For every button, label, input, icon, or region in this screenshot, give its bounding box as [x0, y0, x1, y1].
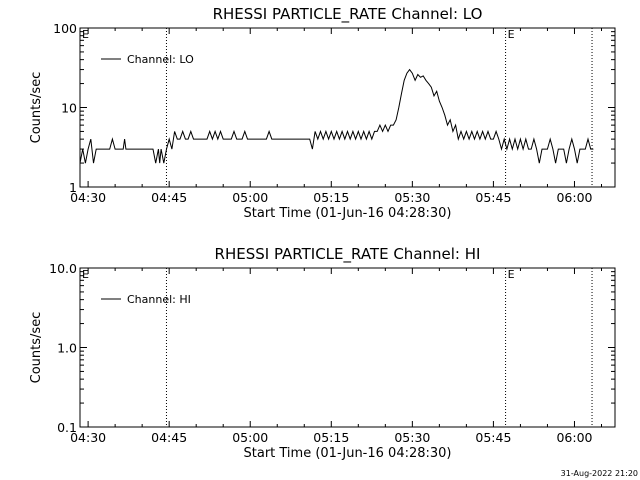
- y-axis-label: Counts/sec: [29, 312, 44, 384]
- start-marker-label: E: [82, 268, 89, 281]
- x-tick-label: 05:45: [475, 430, 511, 445]
- y-tick-label: 1.0: [57, 341, 77, 356]
- series-line: [79, 68, 594, 164]
- start-marker-label: E: [82, 28, 89, 41]
- legend-label: Channel: HI: [127, 293, 191, 306]
- y-tick-label: 0.1: [57, 420, 77, 435]
- plot-frame: [79, 267, 616, 428]
- x-tick-label: 05:30: [394, 190, 430, 205]
- x-axis-label: Start Time (01-Jun-16 04:28:30): [244, 446, 452, 461]
- x-tick-label: 04:45: [151, 430, 187, 445]
- y-tick-label: 100: [53, 21, 77, 36]
- x-tick-label: 04:30: [70, 190, 106, 205]
- x-tick-label: 05:15: [313, 190, 349, 205]
- x-tick-label: 05:45: [475, 190, 511, 205]
- chart-panel-1: RHESSI PARTICLE_RATE Channel: LO 04:30 04:…: [29, 5, 616, 221]
- chart-panel-2: RHESSI PARTICLE_RATE Channel: HI 04:30 04:…: [29, 245, 616, 461]
- x-tick-label: 05:00: [232, 190, 268, 205]
- x-tick-label: 06:00: [556, 190, 592, 205]
- footer-timestamp: 31-Aug-2022 21:20: [561, 469, 638, 478]
- x-tick-label: 05:00: [232, 430, 268, 445]
- x-tick-label: 05:30: [394, 430, 430, 445]
- y-tick-label: 10.0: [49, 261, 77, 276]
- y-tick-label: 1: [69, 180, 77, 195]
- plot-frame: [79, 27, 616, 188]
- chart-title: RHESSI PARTICLE_RATE Channel: LO: [213, 5, 483, 24]
- x-tick-label: 04:30: [70, 430, 106, 445]
- event-marker-label: E: [508, 28, 515, 41]
- x-axis-label: Start Time (01-Jun-16 04:28:30): [244, 206, 452, 221]
- x-tick-label: 05:15: [313, 430, 349, 445]
- y-axis-label: Counts/sec: [29, 72, 44, 144]
- x-tick-label: 04:45: [151, 190, 187, 205]
- event-marker-label: E: [508, 268, 515, 281]
- legend-label: Channel: LO: [127, 53, 194, 66]
- y-tick-label: 10: [61, 101, 77, 116]
- chart-title: RHESSI PARTICLE_RATE Channel: HI: [215, 245, 481, 264]
- x-tick-label: 06:00: [556, 430, 592, 445]
